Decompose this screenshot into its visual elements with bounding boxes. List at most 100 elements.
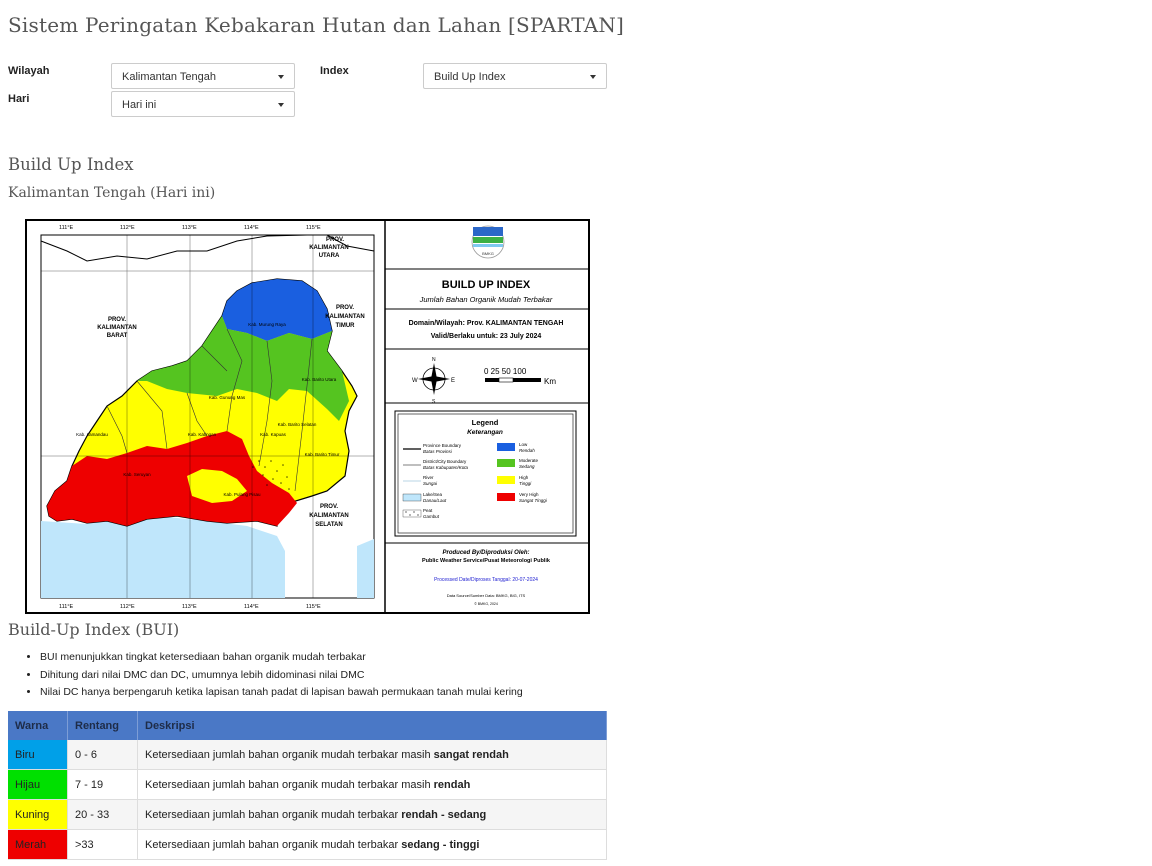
svg-text:Kab. Murung Raya: Kab. Murung Raya xyxy=(248,322,286,327)
table-row: Kuning 20 - 33 Ketersediaan jumlah bahan… xyxy=(8,799,607,830)
map-lon-label: 111°E xyxy=(59,604,74,610)
bui-title: Build-Up Index (BUI) xyxy=(8,620,180,639)
map-data-source: Data Source/Sumber Data: BMKG, BIG, ITS xyxy=(447,593,526,598)
map-scale: 0 25 50 100 xyxy=(484,367,527,376)
section-subtitle: Kalimantan Tengah (Hari ini) xyxy=(8,185,216,201)
svg-text:High: High xyxy=(519,475,529,480)
table-row: Merah >33 Ketersediaan jumlah bahan orga… xyxy=(8,829,607,860)
bui-legend-table: Warna Rentang Deskripsi Biru 0 - 6 Keter… xyxy=(8,711,607,860)
svg-text:Gambut: Gambut xyxy=(423,514,440,519)
svg-text:Peat: Peat xyxy=(423,508,433,513)
svg-text:PROV.: PROV. xyxy=(320,504,338,510)
svg-text:W: W xyxy=(412,378,418,384)
svg-text:Danau/Laut: Danau/Laut xyxy=(423,498,447,503)
description-cell: Ketersediaan jumlah bahan organik mudah … xyxy=(137,829,607,860)
legend-title: Legend xyxy=(472,418,499,427)
svg-text:PROV.: PROV. xyxy=(108,317,126,323)
color-swatch-cell: Biru xyxy=(8,740,68,770)
bmkg-logo: BMKG xyxy=(471,225,505,259)
svg-text:Rendah: Rendah xyxy=(519,448,535,453)
svg-text:Kab. Pulang Pisau: Kab. Pulang Pisau xyxy=(223,492,261,497)
svg-text:SELATAN: SELATAN xyxy=(315,522,342,528)
svg-text:PROV.: PROV. xyxy=(326,237,344,243)
svg-text:Batas Kabupaten/Kota: Batas Kabupaten/Kota xyxy=(423,465,469,470)
svg-text:PROV.: PROV. xyxy=(336,305,354,311)
svg-text:Sedang: Sedang xyxy=(519,464,535,469)
color-swatch-cell: Kuning xyxy=(8,799,68,830)
table-header-cell: Warna xyxy=(8,711,68,740)
svg-text:Sungai: Sungai xyxy=(423,481,438,486)
svg-text:S: S xyxy=(432,399,436,405)
svg-text:KALIMANTAN: KALIMANTAN xyxy=(309,245,349,251)
legend-subtitle: Keterangan xyxy=(467,429,503,436)
description-cell: Ketersediaan jumlah bahan organik mudah … xyxy=(137,740,607,770)
svg-text:Kab. Barito Utara: Kab. Barito Utara xyxy=(302,377,337,382)
index-label: Index xyxy=(320,65,349,77)
svg-text:KALIMANTAN: KALIMANTAN xyxy=(97,325,137,331)
color-swatch-cell: Hijau xyxy=(8,769,68,800)
svg-text:Sangat Tinggi: Sangat Tinggi xyxy=(519,498,548,503)
svg-text:KALIMANTAN: KALIMANTAN xyxy=(309,513,349,519)
table-header-cell: Rentang xyxy=(67,711,138,740)
svg-text:Province Boundary: Province Boundary xyxy=(423,443,462,448)
svg-text:Tinggi: Tinggi xyxy=(519,481,532,486)
svg-text:Kab. Barito Timur: Kab. Barito Timur xyxy=(305,452,340,457)
map-scale-unit: Km xyxy=(544,377,556,386)
color-swatch-cell: Merah xyxy=(8,829,68,860)
hari-select[interactable]: Hari ini xyxy=(111,91,295,117)
description-cell: Ketersediaan jumlah bahan organik mudah … xyxy=(137,769,607,800)
table-row: Biru 0 - 6 Ketersediaan jumlah bahan org… xyxy=(8,740,607,770)
description-cell: Ketersediaan jumlah bahan organik mudah … xyxy=(137,799,607,830)
svg-text:Kab. Barito Selatan: Kab. Barito Selatan xyxy=(278,422,317,427)
map-processed-date: Processed Date/Diproses Tanggal: 20-07-2… xyxy=(434,577,538,583)
svg-text:UTARA: UTARA xyxy=(319,253,340,259)
index-select-value: Build Up Index xyxy=(434,71,506,83)
map-lon-label: 111°E xyxy=(59,225,74,231)
list-item: Nilai DC hanya berpengaruh ketika lapisa… xyxy=(40,685,523,703)
svg-text:Batas Provinsi: Batas Provinsi xyxy=(423,449,453,454)
svg-text:Kab. Kapuas: Kab. Kapuas xyxy=(260,432,287,437)
svg-text:E: E xyxy=(451,378,455,384)
svg-text:KALIMANTAN: KALIMANTAN xyxy=(325,314,365,320)
svg-text:District/City Boundary: District/City Boundary xyxy=(423,459,467,464)
svg-text:BMKG: BMKG xyxy=(482,251,494,256)
svg-text:Very High: Very High xyxy=(519,492,539,497)
scale-bar xyxy=(485,377,541,383)
svg-text:Kab. Gunung Mas: Kab. Gunung Mas xyxy=(209,395,246,400)
map-produced-by: Produced By/Diproduksi Oleh: xyxy=(442,550,529,556)
map-producer: Public Weather Service/Pusat Meteorologi… xyxy=(422,558,551,564)
map-lon-label: 113°E xyxy=(182,225,197,231)
bui-map-image: 111°E 112°E 113°E 114°E 115°E 111°E 112°… xyxy=(25,219,590,614)
svg-text:Kab. Lamandau: Kab. Lamandau xyxy=(76,432,108,437)
map-lon-label: 114°E xyxy=(244,225,259,231)
chevron-down-icon xyxy=(278,103,284,107)
index-select[interactable]: Build Up Index xyxy=(423,63,607,89)
map-lon-label: 115°E xyxy=(306,225,321,231)
map-subtitle: Jumlah Bahan Organik Mudah Terbakar xyxy=(419,295,553,304)
map-domain: Domain/Wilayah: Prov. KALIMANTAN TENGAH xyxy=(409,320,564,327)
chevron-down-icon xyxy=(278,75,284,79)
list-item: BUI menunjukkan tingkat ketersediaan bah… xyxy=(40,650,523,668)
map-copyright: © BMKG, 2024 xyxy=(474,602,498,606)
svg-text:Kab. Katingan: Kab. Katingan xyxy=(188,432,217,437)
range-cell: 7 - 19 xyxy=(67,769,138,800)
svg-text:BARAT: BARAT xyxy=(107,333,128,339)
svg-text:Low: Low xyxy=(519,442,528,447)
svg-text:N: N xyxy=(432,357,436,363)
range-cell: >33 xyxy=(67,829,138,860)
map-lon-label: 112°E xyxy=(120,225,135,231)
svg-text:River: River xyxy=(423,475,434,480)
hari-label: Hari xyxy=(8,93,30,105)
svg-text:Lake/Sea: Lake/Sea xyxy=(423,492,443,497)
wilayah-label: Wilayah xyxy=(8,65,50,77)
range-cell: 20 - 33 xyxy=(67,799,138,830)
map-lon-label: 115°E xyxy=(306,604,321,610)
bui-bullet-list: BUI menunjukkan tingkat ketersediaan bah… xyxy=(24,650,523,703)
page-title: Sistem Peringatan Kebakaran Hutan dan La… xyxy=(8,13,625,37)
wilayah-select[interactable]: Kalimantan Tengah xyxy=(111,63,295,89)
svg-text:Kab. Seruyan: Kab. Seruyan xyxy=(123,472,151,477)
list-item: Dihitung dari nilai DMC dan DC, umumnya … xyxy=(40,668,523,686)
table-header-cell: Deskripsi xyxy=(137,711,607,740)
svg-text:Moderate: Moderate xyxy=(519,458,539,463)
map-lon-label: 114°E xyxy=(244,604,259,610)
